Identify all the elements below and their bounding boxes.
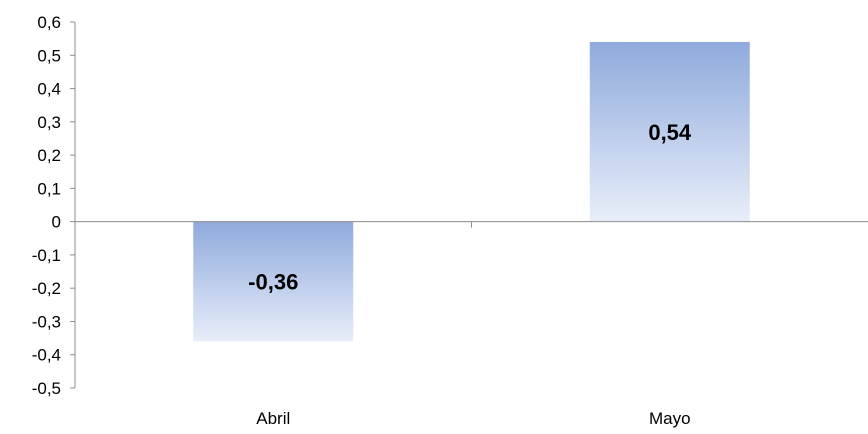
bar-abril bbox=[193, 221, 354, 342]
data-label: 0,54 bbox=[648, 120, 692, 145]
y-tick-label: -0,1 bbox=[32, 246, 61, 265]
y-tick-label: -0,4 bbox=[32, 346, 61, 365]
y-tick-label: 0,2 bbox=[37, 146, 61, 165]
y-axis: 0,6 0,5 0,4 0,3 0,2 0,1 0 -0,1 -0,2 -0,3 -0,4 -0,5 bbox=[32, 13, 76, 398]
data-label: -0,36 bbox=[248, 270, 298, 295]
y-tick-label: 0,6 bbox=[37, 13, 61, 32]
x-category-label: Abril bbox=[256, 409, 290, 428]
y-tick-label: 0,1 bbox=[37, 179, 61, 198]
y-tick-label: -0,5 bbox=[32, 379, 61, 398]
y-tick-label: 0 bbox=[52, 213, 61, 232]
x-category-label: Mayo bbox=[649, 409, 691, 428]
y-tick-label: 0,3 bbox=[37, 113, 61, 132]
y-tick-label: 0,5 bbox=[37, 46, 61, 65]
bars: -0,36 0,54 bbox=[193, 41, 750, 342]
bar-mayo bbox=[589, 41, 750, 222]
y-tick-label: -0,2 bbox=[32, 279, 61, 298]
x-axis: Abril Mayo bbox=[75, 221, 868, 428]
y-tick-label: 0,4 bbox=[37, 80, 61, 99]
y-tick-label: -0,3 bbox=[32, 312, 61, 331]
